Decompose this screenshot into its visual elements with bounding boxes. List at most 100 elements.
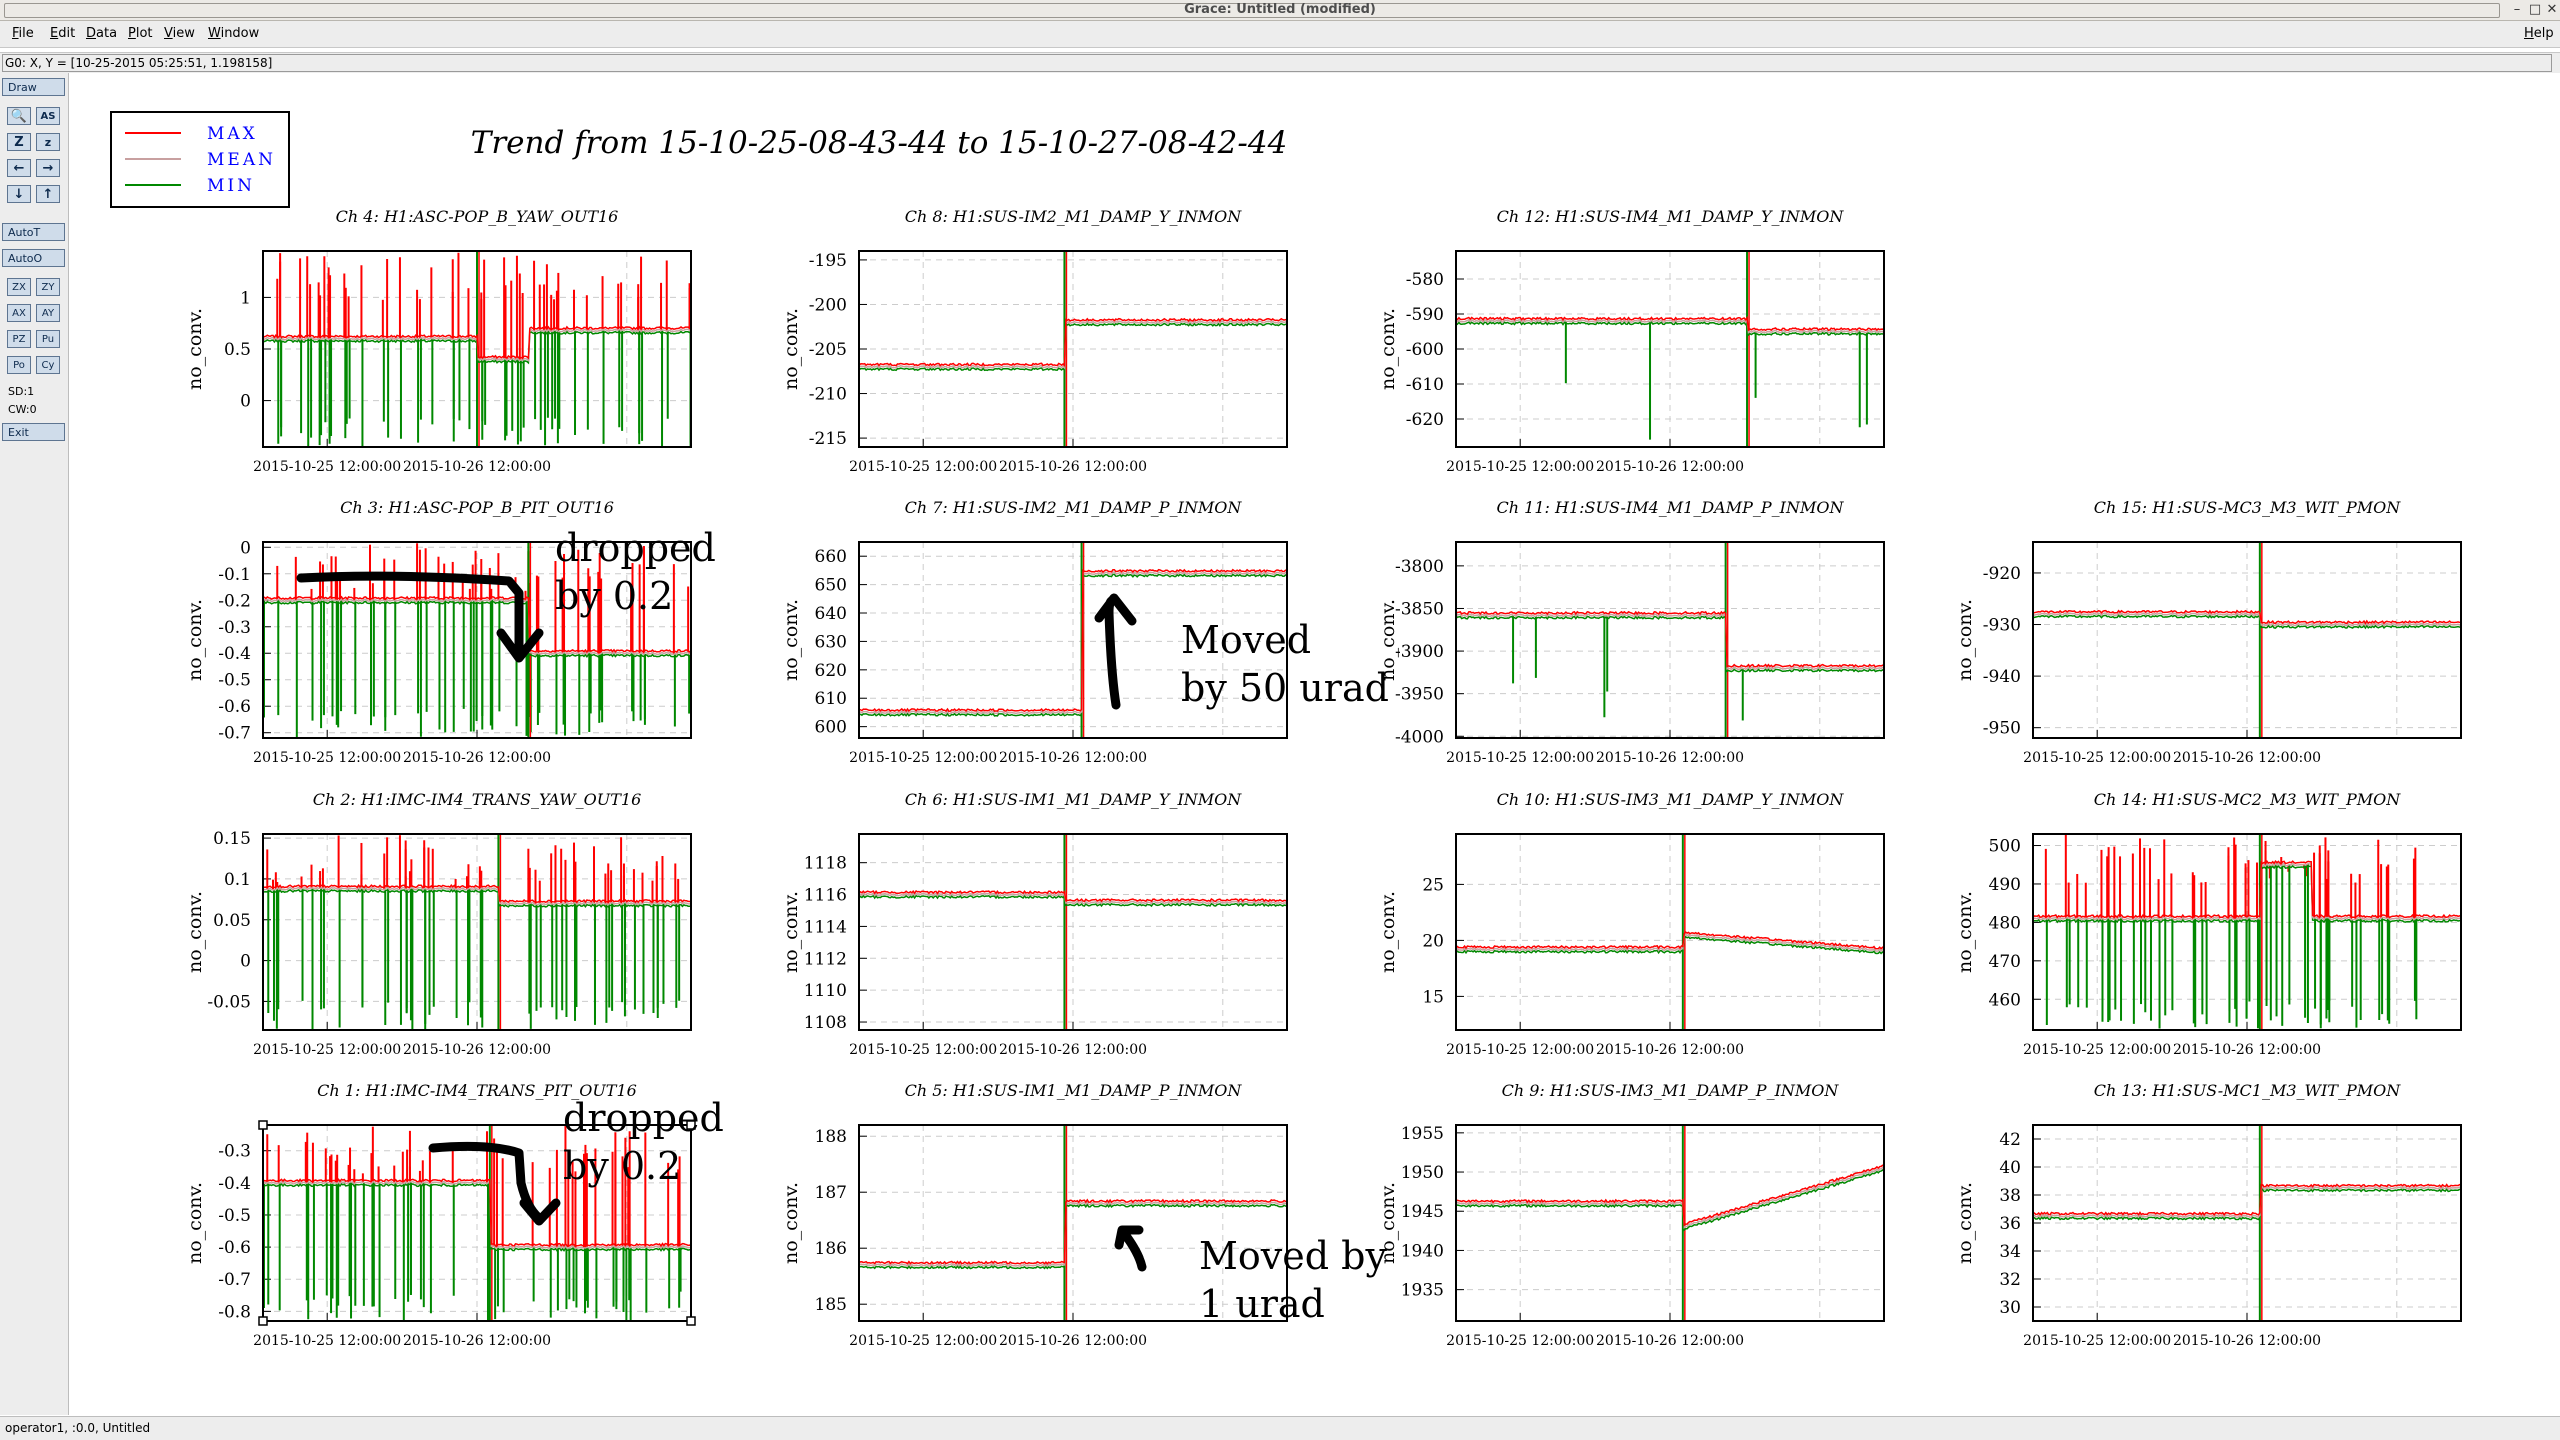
chart-panel-4[interactable]: Ch 1: H1:IMC-IM4_TRANS_PIT_OUT16 -0.3 -0.4…	[184, 1081, 696, 1349]
y-tick-label: 15	[1422, 987, 1444, 1007]
chart-panel-6[interactable]: Ch 7: H1:SUS-IM2_M1_DAMP_P_INMON 660 650 64…	[780, 498, 1288, 766]
selection-handle[interactable]	[258, 1316, 268, 1326]
x-tick-label: 2015-10-25 12:00:00	[1446, 1042, 1594, 1058]
y-axis-label: no_conv.	[1377, 599, 1399, 681]
menu-file[interactable]: File	[12, 26, 34, 41]
y-tick-label: -0.8	[218, 1302, 251, 1322]
chart-panel-8[interactable]: Ch 5: H1:SUS-IM1_M1_DAMP_P_INMON 188 187 18…	[780, 1081, 1288, 1349]
chart-frame	[858, 833, 1288, 1031]
y-tick-label: 1108	[804, 1013, 847, 1033]
chart-background	[1456, 834, 1884, 1030]
minimize-icon[interactable]: –	[2513, 2, 2521, 17]
menu-view[interactable]: View	[164, 26, 195, 41]
annotation-text: Moved	[1181, 618, 1311, 662]
menu-plot[interactable]: Plot	[128, 26, 153, 41]
arrow-up-icon[interactable]: ↑	[36, 185, 60, 203]
y-axis-label: no_conv.	[1954, 891, 1976, 973]
series-mean	[2033, 862, 2461, 921]
selection-handle[interactable]	[686, 1120, 696, 1130]
series-min	[1456, 320, 1884, 337]
chart-panel-13[interactable]: Ch 15: H1:SUS-MC3_M3_WIT_PMON -920 -930 -94…	[1954, 498, 2462, 766]
y-tick-label: 1112	[804, 949, 847, 969]
chart-title: Ch 2: H1:IMC-IM4_TRANS_YAW_OUT16	[313, 790, 642, 809]
chart-background	[1456, 542, 1884, 738]
series-max	[263, 595, 691, 654]
series-min	[1456, 935, 1884, 955]
chart-panel-12[interactable]: Ch 9: H1:SUS-IM3_M1_DAMP_P_INMON 1955 1950…	[1377, 1081, 1885, 1349]
chart-panel-3[interactable]: Ch 2: H1:IMC-IM4_TRANS_YAW_OUT16 0.15 0.1 0…	[184, 790, 692, 1058]
chart-panel-1[interactable]: Ch 4: H1:ASC-POP_B_YAW_OUT16 0 0.5 1 2015-10…	[184, 207, 692, 475]
chart-panel-11[interactable]: Ch 10: H1:SUS-IM3_M1_DAMP_Y_INMON 25 20 15 2…	[1377, 790, 1885, 1058]
y-tick-label: 187	[815, 1183, 847, 1203]
y-tick-label: 36	[1999, 1214, 2021, 1234]
chart-title: Ch 11: H1:SUS-IM4_M1_DAMP_P_INMON	[1497, 498, 1845, 517]
series-group	[263, 1125, 691, 1321]
chart-panel-9[interactable]: Ch 12: H1:SUS-IM4_M1_DAMP_Y_INMON -580 -59…	[1377, 207, 1885, 475]
y-tick-label: -3950	[1395, 685, 1444, 705]
chart-background	[263, 1125, 691, 1321]
y-tick-label: -0.1	[218, 565, 251, 585]
menu-data[interactable]: Data	[86, 26, 118, 41]
autoscale-icon[interactable]: AS	[36, 107, 60, 125]
y-axis-label: no_conv.	[184, 891, 206, 973]
menu-window[interactable]: Window	[208, 26, 260, 41]
y-tick-label: 32	[1999, 1270, 2021, 1290]
selection-handle[interactable]	[686, 1316, 696, 1326]
chart-panel-5[interactable]: Ch 8: H1:SUS-IM2_M1_DAMP_Y_INMON -195 -200…	[780, 207, 1288, 475]
y-tick-label: -0.7	[218, 724, 251, 744]
menu-edit[interactable]: Edit	[50, 26, 76, 41]
ay-button[interactable]: AY	[36, 304, 60, 322]
x-tick-label: 2015-10-26 12:00:00	[1596, 1042, 1744, 1058]
maximize-icon[interactable]: □	[2528, 2, 2542, 17]
series-max	[263, 883, 691, 904]
x-tick-label: 2015-10-26 12:00:00	[403, 459, 551, 475]
exit-button[interactable]: Exit	[2, 423, 65, 441]
zoom-z-icon[interactable]: Z	[7, 133, 31, 151]
arrow-right-icon[interactable]: →	[36, 159, 60, 177]
chart-panel-10[interactable]: Ch 11: H1:SUS-IM4_M1_DAMP_P_INMON -3800 -3…	[1377, 498, 1885, 766]
y-tick-label: 42	[1999, 1130, 2021, 1150]
series-mean	[859, 571, 1287, 715]
autot-button[interactable]: AutoT	[2, 223, 65, 241]
zy-button[interactable]: ZY	[36, 278, 60, 296]
y-axis-label: no_conv.	[780, 891, 802, 973]
arrow-left-icon[interactable]: ←	[7, 159, 31, 177]
chart-panel-15[interactable]: Ch 13: H1:SUS-MC1_M3_WIT_PMON 42 40 38 36 34 3…	[1954, 1081, 2462, 1349]
pu-button[interactable]: Pu	[36, 330, 60, 348]
draw-button[interactable]: Draw	[2, 78, 65, 96]
close-icon[interactable]: ✕	[2546, 2, 2558, 17]
y-tick-label: 188	[815, 1127, 847, 1147]
zoom-icon[interactable]: 🔍	[7, 107, 31, 125]
series-min	[859, 322, 1287, 372]
x-tick-label: 2015-10-26 12:00:00	[1596, 1333, 1744, 1349]
y-tick-label: -3850	[1395, 599, 1444, 619]
selection-handle[interactable]	[258, 1120, 268, 1130]
ax-button[interactable]: AX	[7, 304, 31, 322]
menu-help[interactable]: Help	[2524, 26, 2554, 41]
x-tick-label: 2015-10-26 12:00:00	[999, 1333, 1147, 1349]
chart-panel-7[interactable]: Ch 6: H1:SUS-IM1_M1_DAMP_Y_INMON 1118 1116…	[780, 790, 1288, 1058]
y-tick-label: -0.5	[218, 1206, 251, 1226]
po-button[interactable]: Po	[7, 356, 31, 374]
y-tick-label: -930	[1983, 616, 2021, 636]
series-min	[2033, 864, 2461, 924]
x-tick-label: 2015-10-25 12:00:00	[253, 1042, 401, 1058]
series-min	[2033, 614, 2461, 630]
annotation-text: by 50 urad	[1181, 666, 1389, 710]
series-mean	[1456, 612, 1884, 671]
series-mean	[859, 1200, 1287, 1268]
chart-panel-14[interactable]: Ch 14: H1:SUS-MC2_M3_WIT_PMON 500 490 480 47…	[1954, 790, 2462, 1058]
y-tick-label: 25	[1422, 875, 1444, 895]
chart-title: Ch 15: H1:SUS-MC3_M3_WIT_PMON	[2094, 498, 2401, 517]
x-tick-label: 2015-10-25 12:00:00	[1446, 1333, 1594, 1349]
plot-canvas[interactable]: MAX MEAN MIN Trend from 15-10-25-08-43-4…	[69, 73, 2560, 1415]
autoo-button[interactable]: AutoO	[2, 249, 65, 267]
zx-button[interactable]: ZX	[7, 278, 31, 296]
arrow-down-icon[interactable]: ↓	[7, 185, 31, 203]
pz-button[interactable]: PZ	[7, 330, 31, 348]
x-tick-label: 2015-10-26 12:00:00	[403, 750, 551, 766]
window-titlebar[interactable]: Grace: Untitled (modified) – □ ✕	[0, 0, 2560, 21]
zoom-z-small-icon[interactable]: z	[36, 133, 60, 151]
cy-button[interactable]: Cy	[36, 356, 60, 374]
y-tick-label: 500	[1989, 837, 2021, 857]
